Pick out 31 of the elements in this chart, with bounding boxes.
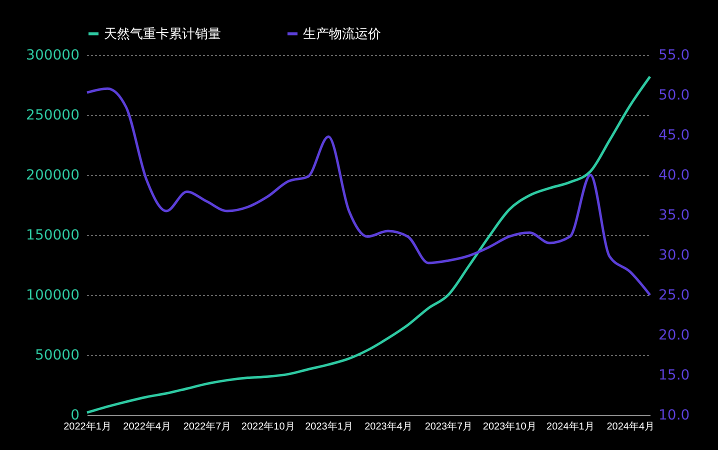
- x-tick-label: 2024年4月: [606, 420, 655, 432]
- x-tick-label: 2023年4月: [364, 420, 412, 432]
- legend-label: 天然气重卡累计销量: [104, 26, 221, 42]
- y-tick-label: 150000: [26, 228, 80, 244]
- x-tick-label: 2024年1月: [546, 420, 594, 432]
- y-tick-label: 100000: [26, 288, 80, 304]
- y2-tick-label: 50.0: [658, 88, 690, 104]
- y-tick-label: 250000: [26, 108, 80, 124]
- y2-tick-label: 40.0: [658, 168, 690, 184]
- y2-tick-label: 15.0: [658, 368, 690, 384]
- y2-tick-label: 25.0: [658, 288, 690, 304]
- y-tick-label: 50000: [34, 348, 80, 364]
- y-tick-label: 0: [70, 408, 80, 424]
- y2-tick-label: 35.0: [658, 208, 690, 224]
- y2-tick-label: 20.0: [658, 328, 690, 344]
- y2-tick-label: 45.0: [658, 128, 690, 144]
- y-tick-label: 300000: [26, 48, 80, 64]
- x-tick-label: 2022年1月: [64, 420, 112, 432]
- x-tick-label: 2022年7月: [183, 420, 232, 432]
- y2-tick-label: 10.0: [658, 408, 690, 424]
- legend-label: 生产物流运价: [303, 26, 381, 42]
- y-tick-label: 200000: [26, 168, 80, 184]
- x-tick-label: 2023年1月: [305, 420, 353, 432]
- y2-tick-label: 55.0: [658, 48, 690, 64]
- x-tick-label: 2022年4月: [123, 420, 171, 432]
- x-tick-label: 2022年10月: [241, 420, 295, 432]
- x-tick-label: 2023年7月: [424, 420, 473, 432]
- line-series: [86, 87, 652, 296]
- line-series: [86, 75, 652, 414]
- y2-tick-label: 30.0: [658, 248, 690, 264]
- x-tick-label: 2023年10月: [482, 420, 536, 432]
